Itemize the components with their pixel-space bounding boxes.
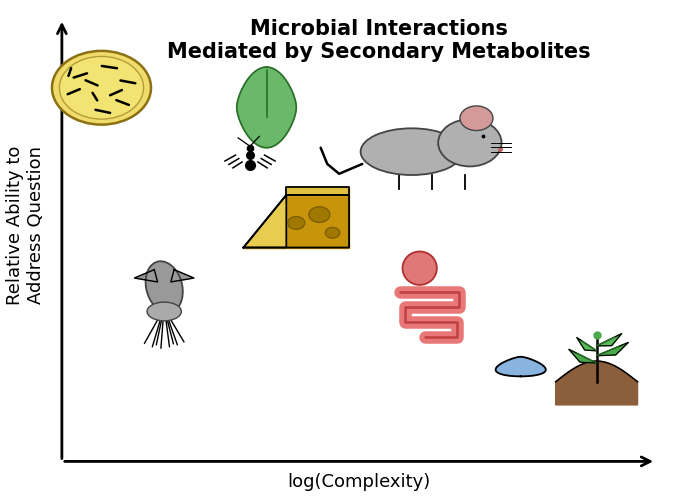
Circle shape (460, 106, 493, 130)
Ellipse shape (147, 302, 182, 321)
Polygon shape (237, 67, 296, 148)
Polygon shape (286, 187, 349, 195)
Polygon shape (577, 338, 596, 351)
Polygon shape (596, 342, 628, 355)
Polygon shape (171, 270, 194, 282)
Circle shape (438, 119, 502, 166)
Circle shape (325, 228, 340, 238)
Polygon shape (243, 195, 349, 248)
Ellipse shape (360, 128, 463, 175)
Text: Relative Ability to
Address Question: Relative Ability to Address Question (6, 146, 45, 305)
Circle shape (59, 56, 143, 119)
Polygon shape (496, 357, 546, 376)
Text: log(Complexity): log(Complexity) (288, 473, 430, 491)
Ellipse shape (146, 261, 183, 312)
Text: Microbial Interactions
Mediated by Secondary Metabolites: Microbial Interactions Mediated by Secon… (167, 19, 590, 62)
Polygon shape (135, 270, 158, 282)
Polygon shape (243, 195, 286, 248)
Polygon shape (569, 350, 596, 363)
Circle shape (52, 51, 151, 125)
Polygon shape (596, 334, 622, 346)
Circle shape (309, 206, 330, 222)
Ellipse shape (403, 252, 437, 285)
Polygon shape (556, 361, 638, 405)
Circle shape (288, 216, 305, 230)
